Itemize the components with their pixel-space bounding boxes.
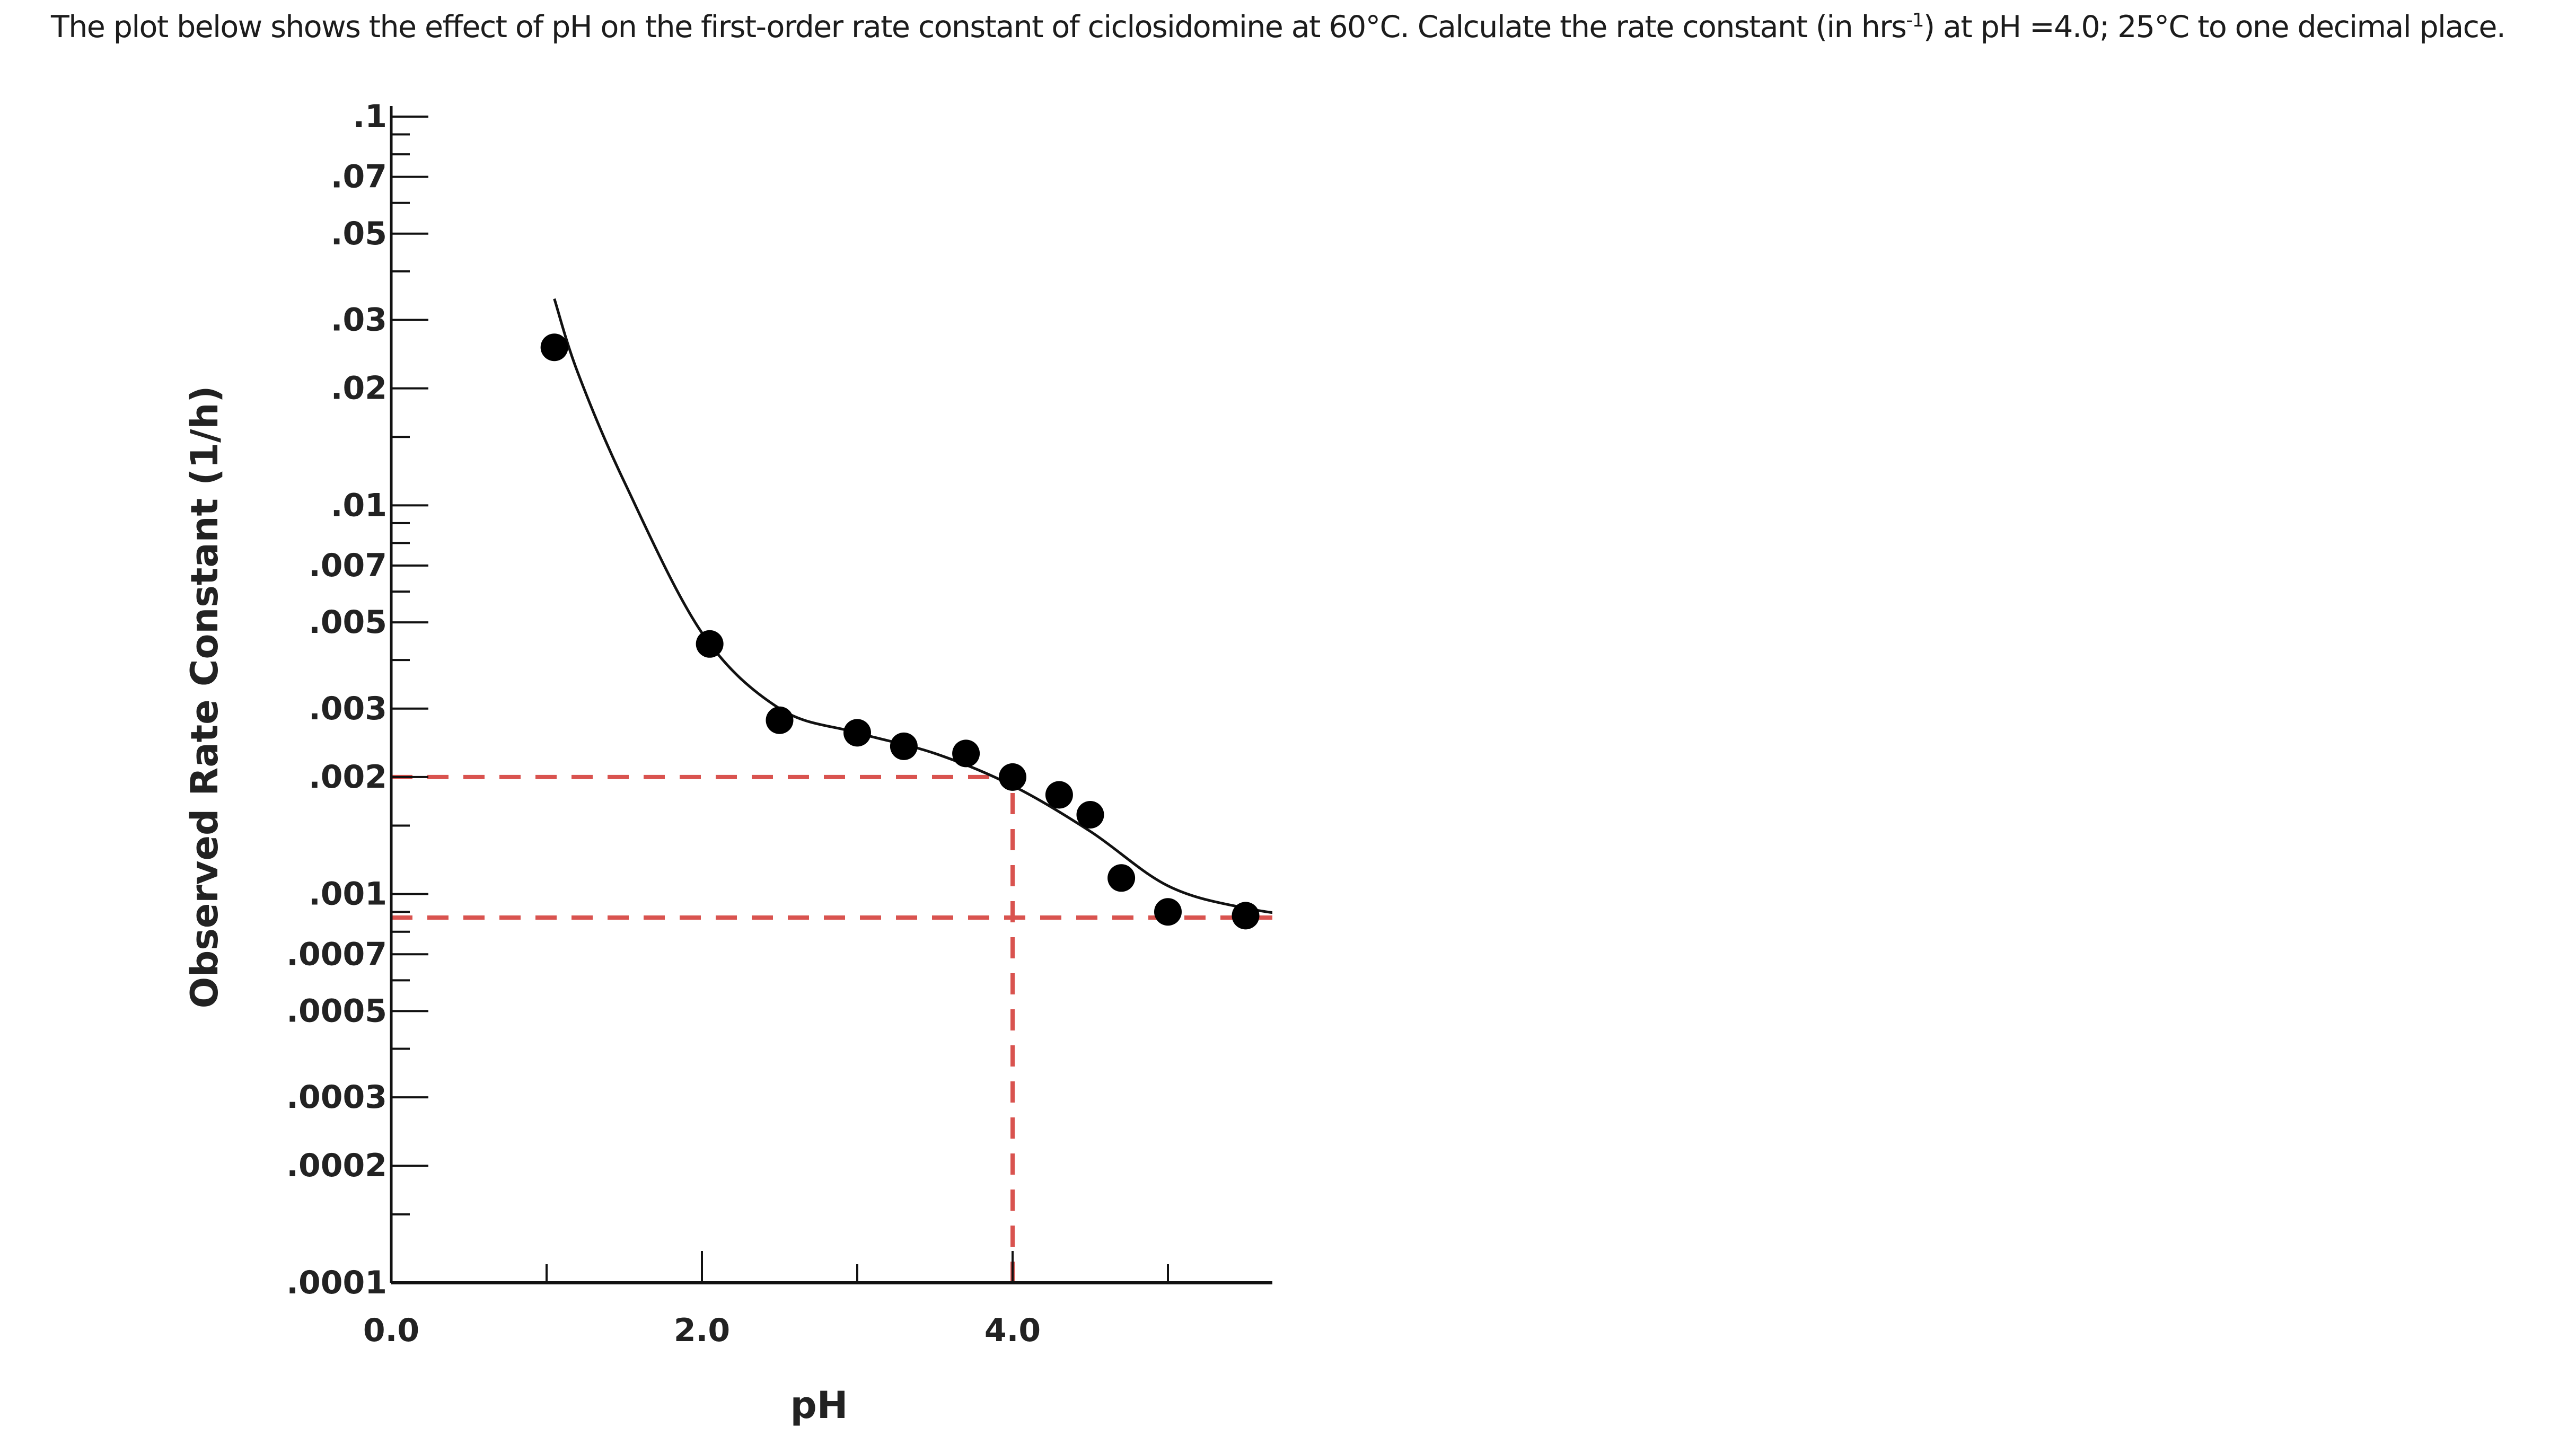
data-point: [999, 763, 1026, 791]
y-tick-label: .005: [309, 604, 387, 641]
y-tick-label: .003: [309, 690, 387, 727]
y-tick-label: .02: [331, 370, 387, 407]
data-point: [1076, 800, 1104, 829]
y-tick-label: .002: [309, 759, 387, 796]
x-axis-title: pH: [790, 1384, 848, 1427]
data-point: [890, 732, 918, 760]
y-tick-label: .0001: [286, 1264, 387, 1301]
data-point: [952, 739, 980, 768]
reference-lines: [391, 774, 1272, 1283]
data-point: [1232, 902, 1260, 930]
data-point: [540, 333, 568, 362]
x-tick-label: 4.0: [984, 1312, 1041, 1349]
data-point: [1154, 898, 1182, 926]
data-point: [1045, 781, 1073, 809]
y-tick-label: .007: [309, 547, 387, 584]
y-tick-label: .03: [331, 301, 387, 338]
question-part2: ) at pH =4.0; 25°C to one decimal place.: [1923, 10, 2506, 45]
tick-labels: .1 .07 .05 .03 .02 .01 .007 .005 .003 .002 .001 .00…: [286, 98, 1041, 1349]
y-tick-label: .07: [331, 158, 387, 196]
y-tick-label: .1: [353, 98, 387, 135]
data-point: [696, 630, 724, 658]
data-point: [843, 719, 871, 747]
y-tick-label: .05: [331, 215, 387, 252]
question-superscript: -1: [1906, 10, 1924, 31]
y-tick-label: .01: [331, 487, 387, 524]
y-tick-label: .0002: [286, 1147, 387, 1184]
x-tick-label: 2.0: [674, 1312, 730, 1349]
y-tick-label: .0003: [286, 1079, 387, 1116]
rate-constant-chart: .1 .07 .05 .03 .02 .01 .007 .005 .003 .002 .001 .00…: [183, 98, 1272, 1427]
y-tick-label: .001: [309, 876, 387, 913]
y-axis-title: Observed Rate Constant (1/h): [183, 386, 226, 1009]
data-point: [766, 706, 794, 734]
question-text: The plot below shows the effect of pH on…: [51, 10, 2543, 45]
x-tick-label: 0.0: [363, 1312, 419, 1349]
fit-curve: [553, 298, 1272, 914]
axes: [390, 106, 1272, 1284]
y-tick-label: .0007: [286, 936, 387, 973]
data-points: [540, 333, 1260, 930]
y-tick-label: .0005: [286, 992, 387, 1029]
data-point: [1107, 864, 1136, 892]
question-part1: The plot below shows the effect of pH on…: [51, 10, 1907, 45]
